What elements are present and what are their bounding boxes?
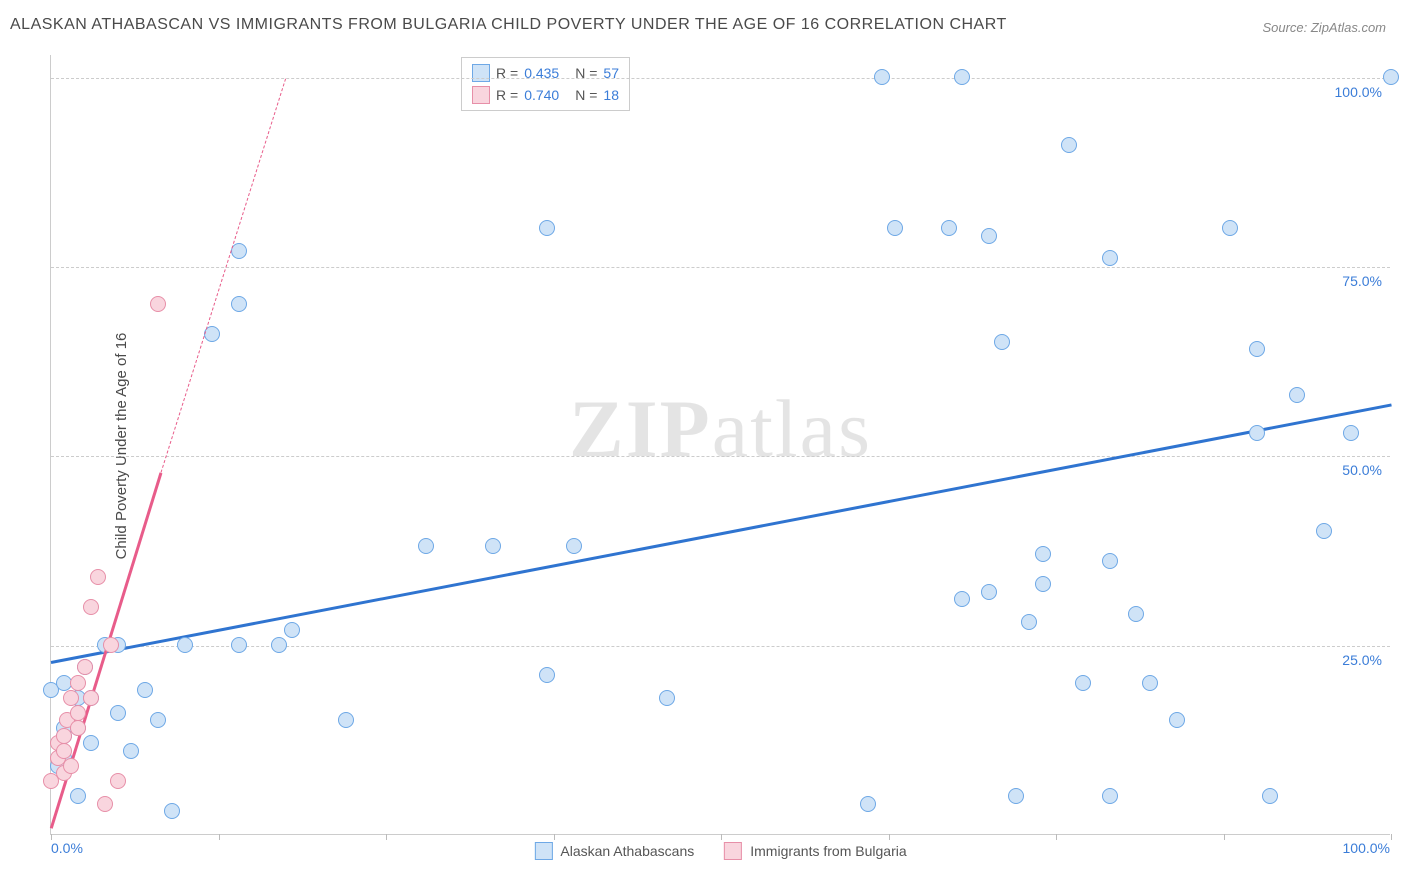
gridline: [51, 78, 1390, 79]
gridline: [51, 456, 1390, 457]
legend-r-value: 0.740: [524, 87, 559, 103]
y-tick-label: 75.0%: [1342, 273, 1382, 289]
data-point: [1169, 712, 1185, 728]
x-tick: [889, 834, 890, 840]
data-point: [70, 705, 86, 721]
data-point: [1249, 341, 1265, 357]
legend-n-label: N =: [575, 87, 597, 103]
data-point: [284, 622, 300, 638]
data-point: [83, 735, 99, 751]
data-point: [231, 637, 247, 653]
x-tick-min: 0.0%: [51, 840, 83, 856]
data-point: [1316, 523, 1332, 539]
data-point: [1142, 675, 1158, 691]
legend-row: R =0.435N =57: [472, 62, 619, 84]
source-attribution: Source: ZipAtlas.com: [1262, 20, 1386, 35]
data-point: [1383, 69, 1399, 85]
x-tick: [721, 834, 722, 840]
data-point: [539, 220, 555, 236]
data-point: [70, 788, 86, 804]
data-point: [1021, 614, 1037, 630]
data-point: [981, 584, 997, 600]
legend-row: R = 0.740 N = 18: [472, 84, 619, 106]
data-point: [941, 220, 957, 236]
legend-r-label: R =: [496, 87, 518, 103]
data-point: [63, 758, 79, 774]
data-point: [1289, 387, 1305, 403]
data-point: [70, 720, 86, 736]
data-point: [63, 690, 79, 706]
watermark-light: atlas: [712, 383, 872, 474]
data-point: [1343, 425, 1359, 441]
data-point: [271, 637, 287, 653]
trend-line: [160, 78, 286, 472]
y-tick-label: 50.0%: [1342, 462, 1382, 478]
x-tick: [554, 834, 555, 840]
data-point: [1075, 675, 1091, 691]
data-point: [70, 675, 86, 691]
data-point: [83, 690, 99, 706]
data-point: [231, 296, 247, 312]
data-point: [1008, 788, 1024, 804]
data-point: [485, 538, 501, 554]
data-point: [1262, 788, 1278, 804]
data-point: [90, 569, 106, 585]
data-point: [110, 705, 126, 721]
data-point: [1061, 137, 1077, 153]
data-point: [1102, 788, 1118, 804]
legend-n-value: 18: [603, 87, 619, 103]
x-axis-labels: 0.0% 100.0%: [51, 840, 1390, 860]
data-point: [566, 538, 582, 554]
data-point: [338, 712, 354, 728]
watermark: ZIPatlas: [569, 382, 872, 476]
trend-line: [51, 403, 1392, 663]
data-point: [539, 667, 555, 683]
x-tick: [1391, 834, 1392, 840]
data-point: [418, 538, 434, 554]
data-point: [1035, 576, 1051, 592]
data-point: [994, 334, 1010, 350]
x-tick-max: 100.0%: [1343, 840, 1390, 856]
data-point: [137, 682, 153, 698]
chart-title: ALASKAN ATHABASCAN VS IMMIGRANTS FROM BU…: [10, 16, 1007, 34]
data-point: [954, 591, 970, 607]
x-tick: [51, 834, 52, 840]
data-point: [164, 803, 180, 819]
data-point: [1249, 425, 1265, 441]
y-tick-label: 25.0%: [1342, 652, 1382, 668]
x-tick: [386, 834, 387, 840]
data-point: [56, 743, 72, 759]
data-point: [1128, 606, 1144, 622]
watermark-bold: ZIP: [569, 383, 712, 474]
x-tick: [1224, 834, 1225, 840]
data-point: [954, 69, 970, 85]
legend-swatch: [472, 86, 490, 104]
data-point: [123, 743, 139, 759]
legend-swatch: [472, 64, 490, 82]
x-tick: [1056, 834, 1057, 840]
data-point: [1035, 546, 1051, 562]
data-point: [874, 69, 890, 85]
data-point: [110, 773, 126, 789]
data-point: [860, 796, 876, 812]
gridline: [51, 646, 1390, 647]
correlation-legend: R =0.435N =57 R = 0.740 N = 18: [461, 57, 630, 111]
data-point: [77, 659, 93, 675]
plot-area: ZIPatlas R =0.435N =57R =0.740N =18 Alas…: [50, 55, 1390, 835]
data-point: [177, 637, 193, 653]
gridline: [51, 267, 1390, 268]
x-tick: [219, 834, 220, 840]
data-point: [887, 220, 903, 236]
data-point: [981, 228, 997, 244]
data-point: [97, 796, 113, 812]
y-tick-label: 100.0%: [1335, 84, 1382, 100]
data-point: [103, 637, 119, 653]
data-point: [1102, 553, 1118, 569]
data-point: [1102, 250, 1118, 266]
data-point: [1222, 220, 1238, 236]
data-point: [659, 690, 675, 706]
data-point: [150, 712, 166, 728]
data-point: [150, 296, 166, 312]
data-point: [83, 599, 99, 615]
